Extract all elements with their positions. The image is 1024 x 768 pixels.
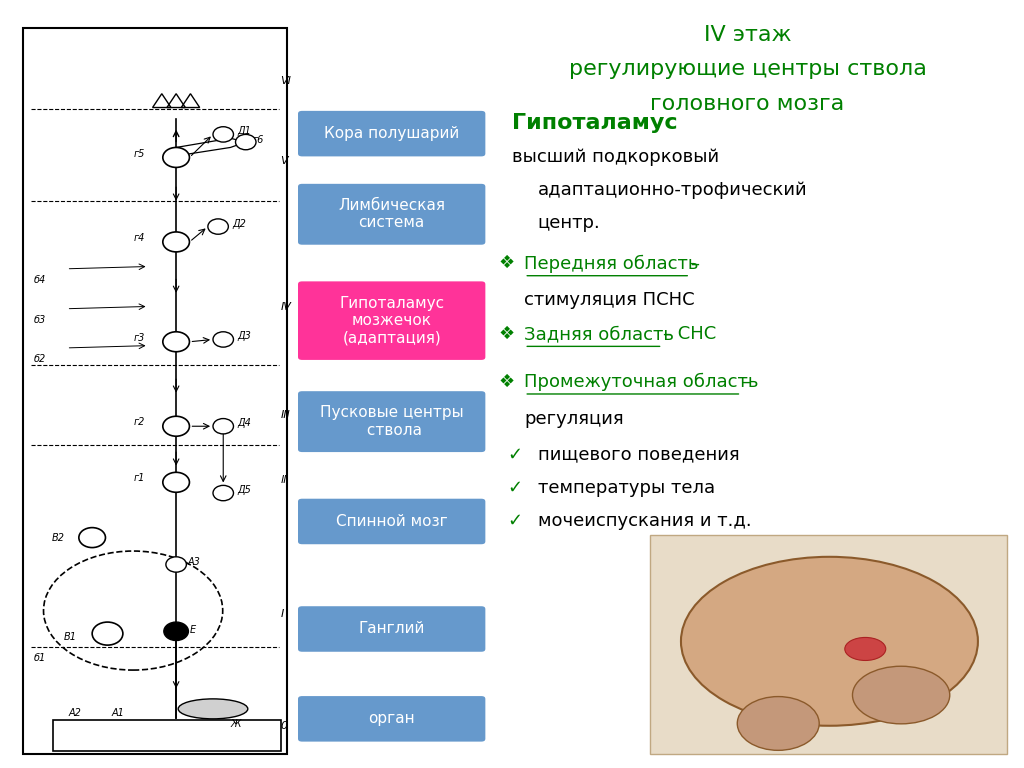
Text: Гипоталамус: Гипоталамус [512,113,678,133]
Circle shape [236,134,256,150]
Text: Д1: Д1 [238,126,252,137]
Text: E: E [189,624,196,635]
Circle shape [79,528,105,548]
Text: Спинной мозг: Спинной мозг [336,514,447,529]
Text: A2: A2 [69,707,81,718]
Text: г6: г6 [253,134,264,145]
Circle shape [164,622,188,641]
Text: I: I [281,609,284,620]
Text: ✓: ✓ [507,511,522,530]
Text: б2: б2 [34,354,46,365]
FancyBboxPatch shape [297,695,486,743]
Circle shape [213,332,233,347]
Text: VI: VI [281,75,292,86]
Text: Д4: Д4 [238,418,252,429]
Ellipse shape [845,637,886,660]
Circle shape [163,416,189,436]
Ellipse shape [852,666,950,723]
Text: ❖: ❖ [499,325,515,343]
Text: Кора полушарий: Кора полушарий [324,126,460,141]
Text: г4: г4 [134,233,145,243]
Text: Задняя область: Задняя область [524,325,680,343]
Circle shape [92,622,123,645]
Text: ✓: ✓ [507,445,522,464]
Text: – СНС: – СНС [663,325,716,343]
Text: Передняя область: Передняя область [524,254,705,273]
Text: Ганглий: Ганглий [358,621,425,637]
Text: мочеиспускания и т.д.: мочеиспускания и т.д. [538,511,752,530]
Text: центр.: центр. [538,214,600,233]
Text: V: V [281,156,288,167]
Text: высший подкорковый: высший подкорковый [512,148,719,167]
Circle shape [213,419,233,434]
Text: головного мозга: головного мозга [650,94,845,114]
Circle shape [163,232,189,252]
FancyBboxPatch shape [297,280,486,361]
Ellipse shape [681,557,978,726]
FancyBboxPatch shape [297,110,486,157]
Text: Промежуточная область: Промежуточная область [524,372,765,391]
Text: IV этаж: IV этаж [703,25,792,45]
Text: Гипоталамус
мозжечок
(адаптация): Гипоталамус мозжечок (адаптация) [339,296,444,346]
Text: IV: IV [281,302,292,313]
Bar [53,720,281,751]
Text: б4: б4 [34,275,46,286]
Text: –: – [690,254,699,273]
Circle shape [163,147,189,167]
Text: B2: B2 [51,532,65,543]
Text: стимуляция ПСНС: стимуляция ПСНС [524,291,695,310]
Text: Лимбическая
система: Лимбическая система [338,198,445,230]
Text: г1: г1 [134,473,145,484]
Text: A1: A1 [112,707,124,718]
Text: орган: орган [369,711,415,727]
Text: Д5: Д5 [238,485,252,495]
Text: пищевого поведения: пищевого поведения [538,445,739,464]
Circle shape [213,127,233,142]
Circle shape [163,472,189,492]
Text: б1: б1 [34,653,46,664]
Text: 0: 0 [281,720,288,731]
Circle shape [213,485,233,501]
Circle shape [166,557,186,572]
Ellipse shape [737,697,819,750]
FancyBboxPatch shape [650,535,1007,754]
Circle shape [208,219,228,234]
Text: температуры тела: температуры тела [538,478,715,497]
Text: Д3: Д3 [238,331,252,342]
Text: регулирующие центры ствола: регулирующие центры ствола [568,59,927,79]
Text: Пусковые центры
 ствола: Пусковые центры ствола [319,406,464,438]
Text: –: – [741,372,751,391]
Text: ❖: ❖ [499,372,515,391]
FancyBboxPatch shape [23,28,287,754]
Text: III: III [281,409,291,420]
Text: б3: б3 [34,315,46,326]
Text: B1: B1 [63,632,77,643]
Text: регуляция: регуляция [524,409,624,428]
FancyBboxPatch shape [297,605,486,653]
Text: A3: A3 [187,557,201,568]
Text: Ж: Ж [230,719,241,730]
Text: Д2: Д2 [232,218,247,229]
Circle shape [163,332,189,352]
Text: ll: ll [281,475,287,485]
Text: ✓: ✓ [507,478,522,497]
Text: адаптационно-трофический: адаптационно-трофический [538,181,807,200]
Text: ❖: ❖ [499,254,515,273]
Text: г2: г2 [134,417,145,428]
FancyBboxPatch shape [297,183,486,246]
Ellipse shape [178,699,248,719]
FancyBboxPatch shape [297,390,486,453]
Text: г3: г3 [134,333,145,343]
FancyBboxPatch shape [297,498,486,545]
Text: г5: г5 [134,148,145,159]
